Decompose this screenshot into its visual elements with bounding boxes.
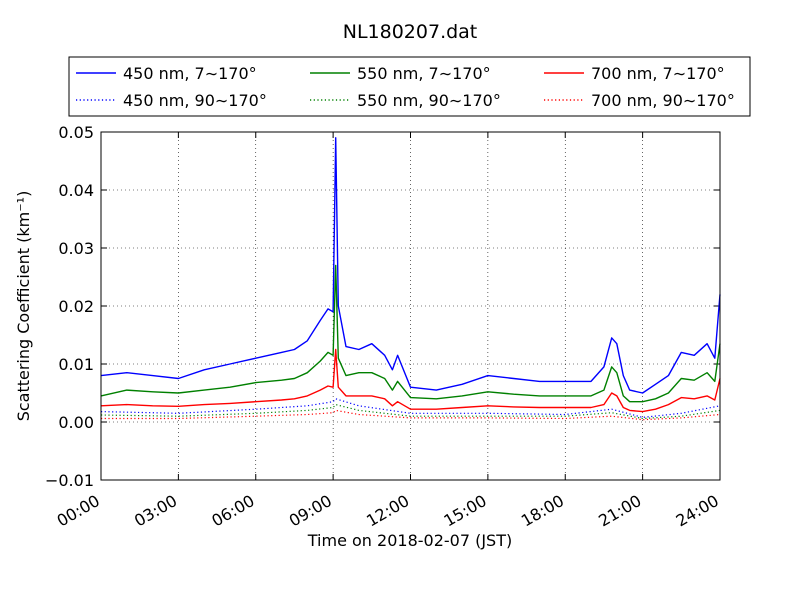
y-tick-label: −0.01: [45, 471, 94, 490]
legend-label: 700 nm, 90∼170°: [591, 91, 735, 110]
y-tick-label: 0.00: [58, 413, 94, 432]
chart-title: NL180207.dat: [343, 21, 478, 43]
x-axis-label: Time on 2018-02-07 (JST): [307, 531, 512, 550]
y-tick-label: 0.04: [58, 181, 94, 200]
legend-frame: [68, 56, 751, 117]
legend: 450 nm, 7∼170° 450 nm, 90∼170° 550 nm, 7∼1…: [68, 56, 751, 117]
series-line: [100, 348, 721, 413]
legend-label: 550 nm, 90∼170°: [357, 91, 501, 110]
legend-label: 550 nm, 7∼170°: [357, 64, 491, 83]
legend-label: 700 nm, 7∼170°: [591, 64, 725, 83]
series-line: [101, 409, 721, 421]
series-line: [100, 137, 721, 394]
y-axis-label: Scattering Coefficient (km⁻¹): [14, 191, 33, 422]
series-line: [100, 398, 721, 418]
legend-label: 450 nm, 90∼170°: [123, 91, 267, 110]
y-tick-label: 0.02: [58, 297, 94, 316]
series-layer: [100, 137, 721, 421]
series-line: [100, 404, 721, 420]
y-tick-label: 0.03: [58, 239, 94, 258]
y-tick-label: 0.01: [58, 355, 94, 374]
plot-frame: [100, 131, 721, 481]
series-line: [100, 264, 721, 403]
legend-label: 450 nm, 7∼170°: [123, 64, 257, 83]
y-tick-label: 0.05: [58, 123, 94, 142]
